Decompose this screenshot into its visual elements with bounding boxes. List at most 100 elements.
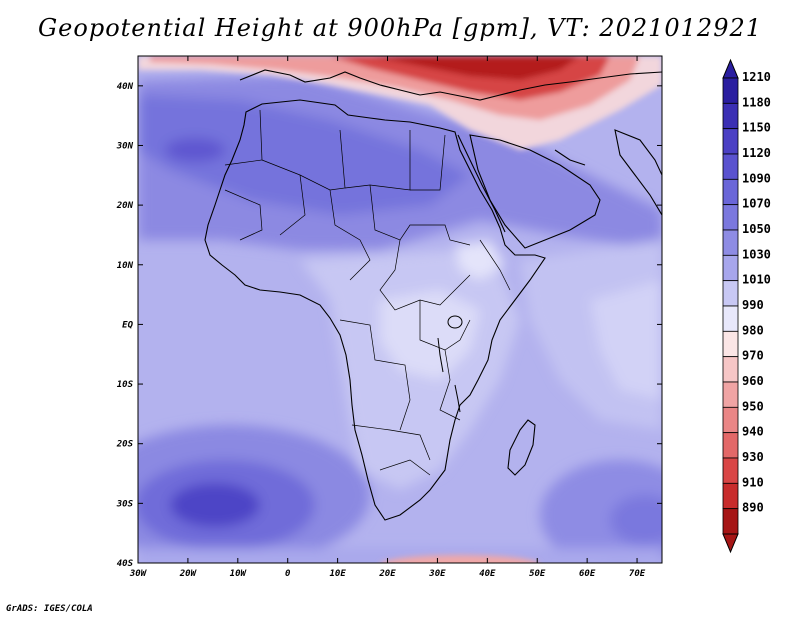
colorbar-level-label: 1210 [742, 70, 771, 84]
europe-coastline [239, 69, 662, 101]
colorbar-level-label: 1090 [742, 171, 771, 185]
colorbar-swatch [722, 305, 739, 332]
lon-tick-label: 70E [629, 569, 646, 579]
lon-tick-label: 10E [329, 569, 346, 579]
lake-victoria [447, 315, 463, 329]
lake-malawi [454, 384, 461, 413]
colorbar-swatch [722, 229, 739, 256]
colorbar-swatch [722, 482, 739, 510]
height-field-1120-north [138, 95, 470, 215]
colorbar-level-label: 970 [742, 349, 764, 363]
colorbar-level-label: 1150 [742, 121, 771, 135]
colorbar-level-label: 1180 [742, 95, 771, 109]
lat-tick-label: EQ [122, 320, 133, 330]
lon-tick-label: 0 [285, 569, 291, 579]
colorbar-level-label: 910 [742, 475, 764, 489]
colorbar-level-label: 1120 [742, 146, 771, 160]
colorbar-swatch [722, 508, 739, 535]
map-plot-area [138, 56, 662, 563]
height-field-1070-south-indian-core [610, 495, 662, 545]
country-borders [224, 109, 511, 476]
height-field-1120-south-atlantic-core [170, 483, 260, 527]
lat-tick-label: 40S [117, 559, 134, 569]
height-field-south-band [138, 548, 662, 563]
colorbar-swatch [722, 330, 739, 358]
colorbar-bottom-arrow [722, 533, 739, 554]
border-8 [369, 184, 471, 246]
colorbar-swatch [722, 204, 739, 231]
lat-tick-label: 40N [117, 82, 134, 92]
madagascar-coastline [507, 419, 536, 476]
colorbar-swatch [722, 406, 739, 434]
lat-tick-label: 30S [116, 499, 134, 509]
colorbar-swatch [722, 356, 739, 383]
border-15 [479, 239, 511, 291]
coastlines [204, 69, 662, 521]
border-13 [351, 424, 431, 461]
colorbar-level-label: 890 [742, 501, 764, 515]
plot-frame [137, 55, 663, 564]
colorbar-level-label: 1030 [742, 247, 771, 261]
colorbar-swatch [722, 77, 739, 104]
grads-credit: GrADS: IGES/COLA [6, 604, 93, 614]
lon-tick-label: 60E [579, 569, 596, 579]
colorbar-level-label: 950 [742, 399, 764, 413]
lat-tick-label: 30N [116, 141, 134, 151]
lon-tick-label: 20E [378, 569, 396, 579]
lon-tick-label: 20W [179, 569, 198, 579]
colorbar-top-arrow [722, 58, 739, 79]
colorbar-swatch [722, 432, 739, 459]
colorbar-level-label: 1050 [742, 222, 771, 236]
colorbar-swatch [722, 280, 739, 307]
colorbar-level-label: 990 [742, 298, 764, 312]
lon-tick-label: 30E [428, 569, 446, 579]
colorbar-level-label: 930 [742, 450, 764, 464]
lake-tanganyika [437, 337, 444, 373]
colorbar-swatch [722, 381, 739, 408]
border-7 [329, 189, 371, 281]
border-14 [379, 459, 431, 476]
colorbar-level-label: 980 [742, 323, 764, 337]
colorbar: 1210 1180 1150 1120 1090 1070 1050 1030 1010 990 9… [722, 58, 771, 554]
height-field-indian-ocean-light [590, 280, 662, 400]
lon-tick-label: 10W [230, 569, 248, 579]
height-field-low-mediterranean-core [370, 56, 580, 80]
colorbar-swatch [722, 178, 739, 206]
latitude-axis: 40N 30N 20N 10N EQ 10S 20S 30S 40S [116, 82, 662, 569]
height-field-1010-central [380, 290, 480, 380]
map-title: Geopotential Height at 900hPa [gpm], VT:… [38, 14, 762, 42]
persian-gulf-coast [554, 149, 586, 166]
lat-tick-label: 20N [116, 201, 134, 211]
lon-tick-label: 50E [529, 569, 546, 579]
height-field-1010-east [455, 240, 505, 280]
lon-tick-label: 40E [479, 569, 496, 579]
india-coastline [614, 129, 662, 217]
colorbar-level-label: 1010 [742, 273, 771, 287]
colorbar-swatch [722, 153, 739, 180]
colorbar-level-label: 940 [742, 425, 764, 439]
lat-tick-label: 20S [116, 440, 134, 450]
colorbar-swatch [722, 457, 739, 484]
colorbar-swatch [722, 102, 739, 130]
colorbar-swatch [722, 254, 739, 282]
red-sea-coast [457, 134, 506, 233]
border-3 [344, 130, 411, 191]
colorbar-level-label: 960 [742, 374, 764, 388]
border-11 [339, 319, 411, 431]
border-12 [439, 349, 461, 421]
border-4 [410, 134, 446, 191]
height-field-1150-north-core [165, 138, 225, 162]
africa-coastline [204, 99, 546, 521]
lat-tick-label: 10S [117, 380, 134, 390]
colorbar-swatch [722, 128, 739, 155]
border-6 [279, 174, 306, 236]
lakes [437, 315, 463, 413]
lon-tick-label: 30W [129, 569, 148, 579]
colorbar-level-label: 1070 [742, 197, 771, 211]
border-9 [379, 239, 471, 311]
border-5 [224, 189, 263, 241]
lat-tick-label: 10N [117, 261, 134, 271]
height-field-low-south-edge [381, 555, 539, 563]
longitude-axis: 30W 20W 10W 0 10E 20E 30E 40E 50E 60E 70E [129, 56, 646, 579]
